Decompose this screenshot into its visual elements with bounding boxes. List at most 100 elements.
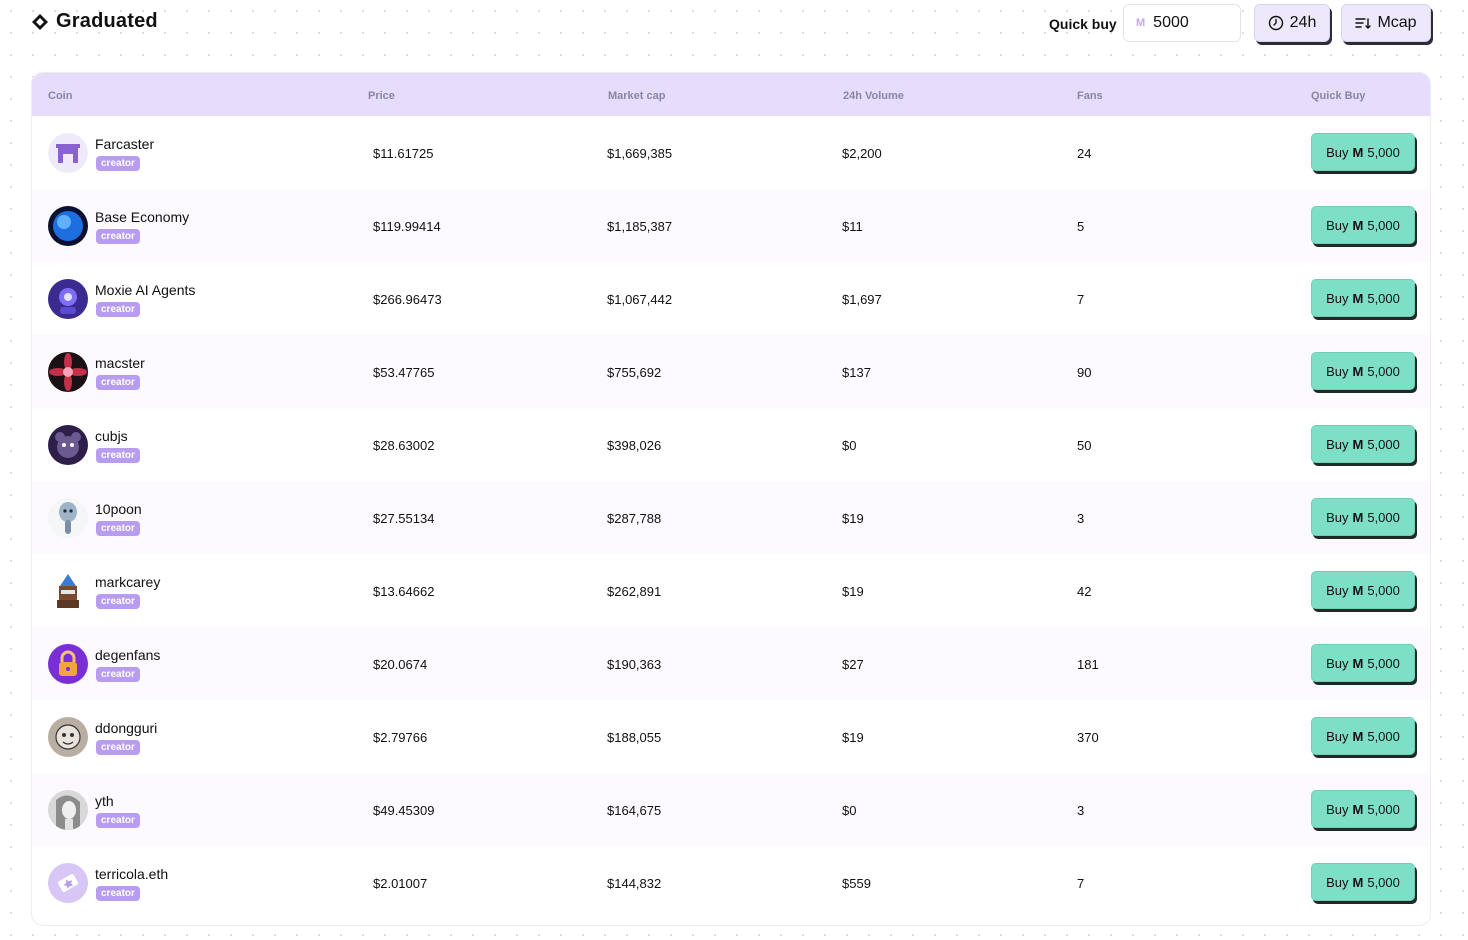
buy-button[interactable]: Buy M 5,000 xyxy=(1311,498,1415,536)
buy-button[interactable]: Buy M 5,000 xyxy=(1311,863,1415,901)
buy-label: Buy xyxy=(1326,436,1349,452)
coin-market-cap: $1,067,442 xyxy=(607,292,673,307)
coin-name[interactable]: Base Economy xyxy=(95,209,190,225)
coin-price: $13.64662 xyxy=(373,584,435,599)
table-row[interactable]: degenfans creator $20.0674 $190,363 $27 181 Bu… xyxy=(32,627,1430,700)
coin-price: $2.79766 xyxy=(373,730,428,745)
portrait-icon[interactable] xyxy=(48,790,88,830)
coin-fans: 50 xyxy=(1077,438,1092,453)
creator-badge: creator xyxy=(96,156,140,171)
time-filter-button[interactable]: 24h xyxy=(1254,4,1330,42)
buy-button[interactable]: Buy M 5,000 xyxy=(1311,352,1415,390)
coin-name[interactable]: 10poon xyxy=(95,501,142,517)
padlock-icon[interactable] xyxy=(48,644,88,684)
table-row[interactable]: Farcaster creator $11.61725 $1,669,385 $2,20… xyxy=(32,116,1430,189)
table-body: Farcaster creator $11.61725 $1,669,385 $2,20… xyxy=(32,116,1430,919)
coin-name[interactable]: cubjs xyxy=(95,428,128,444)
coin-fans: 370 xyxy=(1077,730,1099,745)
buy-button[interactable]: Buy M 5,000 xyxy=(1311,279,1415,317)
quick-buy-field[interactable]: M xyxy=(1123,4,1241,42)
blue-orb-icon[interactable] xyxy=(48,206,88,246)
column-header-fans[interactable]: Fans xyxy=(1077,90,1103,102)
column-header-price[interactable]: Price xyxy=(368,90,395,102)
table-row[interactable]: 10poon creator $27.55134 $287,788 $19 3 Buy M 5,… xyxy=(32,481,1430,554)
cartoon-face-icon[interactable] xyxy=(48,717,88,757)
moxie-currency-icon: M xyxy=(1352,217,1364,233)
coin-volume: $0 xyxy=(842,803,857,818)
quick-buy-input[interactable] xyxy=(1153,14,1224,32)
buy-button[interactable]: Buy M 5,000 xyxy=(1311,790,1415,828)
coin-volume: $19 xyxy=(842,584,864,599)
buy-button[interactable]: Buy M 5,000 xyxy=(1311,206,1415,244)
buy-button[interactable]: Buy M 5,000 xyxy=(1311,717,1415,755)
buy-amount: 5,000 xyxy=(1367,801,1400,817)
sort-button[interactable]: Mcap xyxy=(1341,4,1431,42)
coin-market-cap: $287,788 xyxy=(607,511,662,526)
coin-fans: 90 xyxy=(1077,365,1092,380)
buy-amount: 5,000 xyxy=(1367,582,1400,598)
table-row[interactable]: cubjs creator $28.63002 $398,026 $0 50 Buy M 5,0… xyxy=(32,408,1430,481)
sort-icon xyxy=(1355,18,1372,29)
buy-amount: 5,000 xyxy=(1367,217,1400,233)
bear-icon[interactable] xyxy=(48,425,88,465)
coin-name[interactable]: markcarey xyxy=(95,574,161,590)
table-row[interactable]: macster creator $53.47765 $755,692 $137 90 Buy… xyxy=(32,335,1430,408)
buy-button[interactable]: Buy M 5,000 xyxy=(1311,571,1415,609)
coin-price: $53.47765 xyxy=(373,365,435,380)
coin-market-cap: $1,669,385 xyxy=(607,146,673,161)
coin-volume: $1,697 xyxy=(842,292,882,307)
buy-amount: 5,000 xyxy=(1367,728,1400,744)
column-header-quick-buy: Quick Buy xyxy=(1311,90,1366,102)
quick-buy-label: Quick buy xyxy=(1049,16,1117,32)
flower-icon[interactable] xyxy=(48,352,88,392)
coin-volume: $19 xyxy=(842,730,864,745)
coin-market-cap: $262,891 xyxy=(607,584,662,599)
table-row[interactable]: terricola.eth creator $2.01007 $144,832 $559… xyxy=(32,846,1430,919)
column-header-coin[interactable]: Coin xyxy=(48,90,73,102)
coin-price: $266.96473 xyxy=(373,292,442,307)
buy-label: Buy xyxy=(1326,290,1349,306)
coin-market-cap: $164,675 xyxy=(607,803,662,818)
coin-name[interactable]: Farcaster xyxy=(95,136,155,152)
farcaster-arch-icon[interactable] xyxy=(48,133,88,173)
coin-volume: $0 xyxy=(842,438,857,453)
buy-label: Buy xyxy=(1326,874,1349,890)
top-bar: Graduated Quick buy M 24h Mcap xyxy=(0,0,1468,50)
table-row[interactable]: markcarey creator $13.64662 $262,891 $19 42 Bu… xyxy=(32,554,1430,627)
coin-name[interactable]: degenfans xyxy=(95,647,161,663)
coin-market-cap: $1,185,387 xyxy=(607,219,673,234)
buy-button[interactable]: Buy M 5,000 xyxy=(1311,425,1415,463)
moxie-currency-icon: M xyxy=(1352,582,1364,598)
buy-button[interactable]: Buy M 5,000 xyxy=(1311,644,1415,682)
table-row[interactable]: Moxie AI Agents creator $266.96473 $1,067,4… xyxy=(32,262,1430,335)
table-row[interactable]: yth creator $49.45309 $164,675 $0 3 Buy M 5,000 xyxy=(32,773,1430,846)
table-row[interactable]: Base Economy creator $119.99414 $1,185,387 $… xyxy=(32,189,1430,262)
coin-price: $27.55134 xyxy=(373,511,435,526)
buy-button[interactable]: Buy M 5,000 xyxy=(1311,133,1415,171)
table-row[interactable]: ddongguri creator $2.79766 $188,055 $19 370 Bu… xyxy=(32,700,1430,773)
spoon-character-icon[interactable] xyxy=(48,498,88,538)
coin-name[interactable]: Moxie AI Agents xyxy=(95,282,196,298)
coin-fans: 5 xyxy=(1077,219,1085,234)
coin-name[interactable]: macster xyxy=(95,355,145,371)
robot-icon[interactable] xyxy=(48,279,88,319)
ticket-icon[interactable] xyxy=(48,863,88,903)
buy-label: Buy xyxy=(1326,801,1349,817)
moxie-currency-icon: M xyxy=(1136,17,1146,29)
column-header-volume[interactable]: 24h Volume xyxy=(843,90,904,102)
creator-badge: creator xyxy=(96,302,140,317)
buy-label: Buy xyxy=(1326,363,1349,379)
coin-volume: $27 xyxy=(842,657,864,672)
buy-label: Buy xyxy=(1326,144,1349,160)
coin-volume: $11 xyxy=(842,219,863,234)
coin-name[interactable]: terricola.eth xyxy=(95,866,169,882)
buy-amount: 5,000 xyxy=(1367,144,1400,160)
coin-name[interactable]: ddongguri xyxy=(95,720,158,736)
pixel-wizard-icon[interactable] xyxy=(48,571,88,611)
column-header-market-cap[interactable]: Market cap xyxy=(608,90,666,102)
coin-fans: 24 xyxy=(1077,146,1092,161)
coin-volume: $2,200 xyxy=(842,146,882,161)
moxie-currency-icon: M xyxy=(1352,290,1364,306)
coin-name[interactable]: yth xyxy=(95,793,114,809)
creator-badge: creator xyxy=(96,667,140,682)
